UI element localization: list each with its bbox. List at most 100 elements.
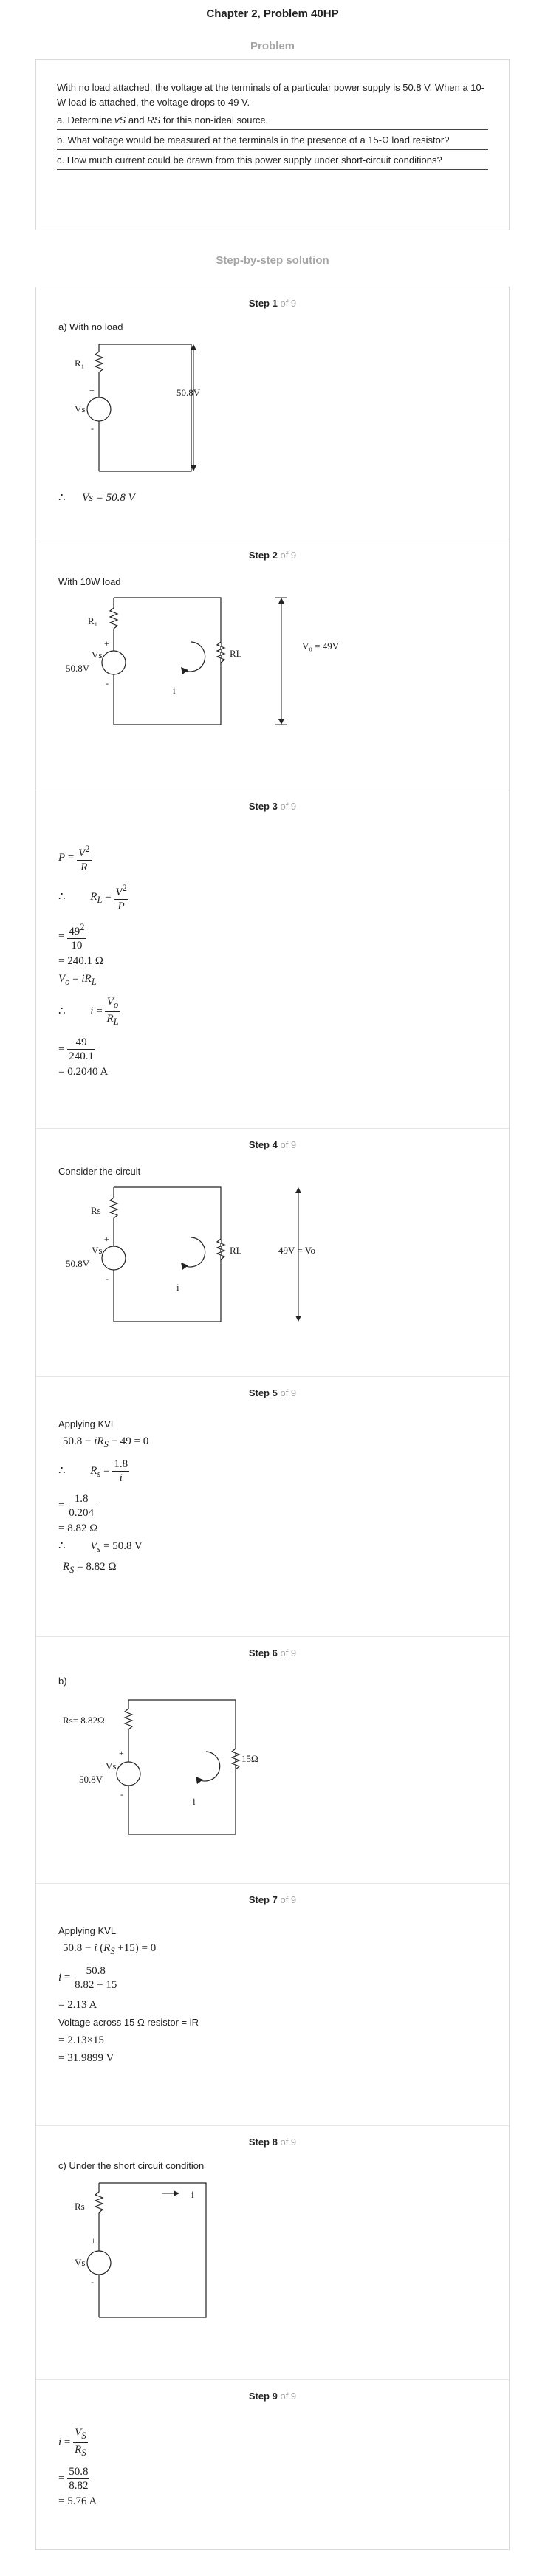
step-text: a) With no load xyxy=(58,321,123,332)
vs-value: 50.8V xyxy=(66,1258,90,1269)
step-header: Step 4 of 9 xyxy=(58,1139,487,1160)
step-of-total: of 9 xyxy=(280,801,297,812)
step-text: Applying KVL xyxy=(58,1418,117,1429)
circuit-10w-load: R₁ Vs 50.8V + - RL i V₀ = 49V xyxy=(66,597,340,725)
circuit-no-load: R₁ Vs + - 50.8V xyxy=(75,344,201,472)
step-label: Step 5 xyxy=(248,1387,278,1398)
therefore-symbol: ∴ xyxy=(58,492,66,504)
step-header: Step 2 of 9 xyxy=(58,550,487,570)
step-text: With 10W load xyxy=(58,576,121,587)
step-header: Step 1 of 9 xyxy=(58,298,487,318)
circuit-unknown-rs: Rs Vs 50.8V + - RL i 49V = Vo xyxy=(66,1186,315,1322)
eq-rl: ∴ RL = V2 P xyxy=(58,883,128,912)
step-math: P = V2 R ∴ RL = V2 P = 492 10 = 240.1 Ω Vo … xyxy=(58,842,487,1081)
eq-current-sub: = 49 240.1 xyxy=(58,1036,95,1062)
step-of-total: of 9 xyxy=(280,1387,297,1398)
vs-label: Vs xyxy=(106,1760,116,1772)
minus-sign: - xyxy=(91,423,94,434)
plus-sign: + xyxy=(104,638,109,649)
divider xyxy=(57,129,488,130)
step-math: 50.8 − iRS − 49 = 0 ∴ Rs = 1.8 i = 1.8 0.2… xyxy=(58,1432,487,1579)
step-4: Step 4 of 9 Consider the circuit Rs Vs 5… xyxy=(36,1128,509,1376)
current-label: i xyxy=(191,2189,194,2200)
part-a-and: and xyxy=(126,115,148,126)
step-text: Applying KVL xyxy=(58,1925,117,1936)
step-label: Step 3 xyxy=(248,801,278,812)
divider xyxy=(57,169,488,170)
vs-label: Vs xyxy=(75,2257,85,2268)
step-label: Step 4 xyxy=(248,1139,278,1150)
step-label: Step 9 xyxy=(248,2391,278,2402)
eq-short-value: = 5.76 A xyxy=(58,2495,97,2507)
eq-rs: ∴ Rs = 1.8 i xyxy=(58,1458,130,1484)
rs-label: Rs xyxy=(91,1205,101,1216)
step-6: Step 6 of 9 b) Rs= 8.82Ω Vs 50.8V + - 15… xyxy=(36,1636,509,1883)
current-label: i xyxy=(176,1282,179,1293)
step-label: Step 6 xyxy=(248,1647,278,1658)
page-title: Chapter 2, Problem 40HP xyxy=(206,7,339,20)
step-of-total: of 9 xyxy=(280,298,297,309)
rl-label: RL xyxy=(230,648,242,659)
step-2: Step 2 of 9 With 10W load R₁ Vs 50.8V + … xyxy=(36,539,509,790)
step-text: b) xyxy=(58,1675,67,1687)
solution-heading: Step-by-step solution xyxy=(216,254,329,267)
eq-rl-sub: = 492 10 xyxy=(58,922,86,952)
part-a: a. Determine vS and RS for this non-idea… xyxy=(57,113,488,128)
step-math: i = VS RS = 50.8 8.82 = 5.76 A xyxy=(58,2426,487,2510)
vs-label: Vs xyxy=(75,403,85,414)
step-of-total: of 9 xyxy=(280,1139,297,1150)
step-of-total: of 9 xyxy=(280,2391,297,2402)
step-header: Step 6 of 9 xyxy=(58,1647,487,1668)
step-math: 50.8 − i (RS +15) = 0 i = 50.8 8.82 + 15 … xyxy=(58,1939,487,2067)
step-of-total: of 9 xyxy=(280,1647,297,1658)
part-a-suffix: for this non-ideal source. xyxy=(160,115,269,126)
vs-label: Vs xyxy=(92,1245,102,1256)
steps-container: Step 1 of 9 a) With no load R₁ Vs + - 50… xyxy=(35,287,510,2550)
step-header: Step 8 of 9 xyxy=(58,2136,487,2157)
step-9: Step 9 of 9 i = VS RS = 50.8 8.82 = 5.76 A xyxy=(36,2379,509,2549)
rl-label: 15Ω xyxy=(241,1753,258,1764)
step-label: Step 2 xyxy=(248,550,278,561)
eq-current: i = 50.8 8.82 + 15 xyxy=(58,1965,119,1991)
part-c: c. How much current could be drawn from … xyxy=(57,154,442,165)
circuit-15-ohm: Rs= 8.82Ω Vs 50.8V + - 15Ω i xyxy=(63,1699,258,1835)
problem-statement: With no load attached, the voltage at th… xyxy=(35,59,510,230)
rs-label: Rs= 8.82Ω xyxy=(63,1715,105,1726)
step-text-2: Voltage across 15 Ω resistor = iR xyxy=(58,2017,199,2028)
eq-voltage-value: = 31.9899 V xyxy=(58,2052,114,2064)
vs-label: Vs xyxy=(92,649,102,660)
eq-kvl: 50.8 − iRS − 49 = 0 xyxy=(63,1435,149,1449)
current-label: i xyxy=(193,1796,196,1807)
step-text: Consider the circuit xyxy=(58,1166,141,1177)
step-header: Step 5 of 9 xyxy=(58,1387,487,1408)
plus-sign: + xyxy=(91,2235,96,2246)
step-label: Step 7 xyxy=(248,1894,278,1905)
eq-rl-value: = 240.1 Ω xyxy=(58,955,103,967)
step-text: c) Under the short circuit condition xyxy=(58,2160,205,2171)
voltage-label: 50.8V xyxy=(176,387,201,398)
eq-rs-sub: = 1.8 0.204 xyxy=(58,1493,95,1519)
part-a-prefix: a. Determine xyxy=(57,115,115,126)
step-of-total: of 9 xyxy=(280,550,297,561)
part-b: b. What voltage would be measured at the… xyxy=(57,134,450,146)
eq-voltage-sub: = 2.13×15 xyxy=(58,2035,104,2046)
step-label: Step 8 xyxy=(248,2136,278,2148)
step-7: Step 7 of 9 Applying KVL 50.8 − i (RS +1… xyxy=(36,1883,509,2125)
eq-rs-value: = 8.82 Ω xyxy=(58,1523,98,1534)
plus-sign: + xyxy=(104,1234,109,1244)
eq-current-value: = 2.13 A xyxy=(58,1999,97,2011)
vs-value: 50.8V xyxy=(66,663,90,674)
r1-label: R₁ xyxy=(88,615,97,626)
r1-label: R₁ xyxy=(75,358,84,369)
step-header: Step 7 of 9 xyxy=(58,1894,487,1915)
step-1: Step 1 of 9 a) With no load R₁ Vs + - 50… xyxy=(36,287,509,539)
step-header: Step 3 of 9 xyxy=(58,801,487,821)
eq-power: P = V2 R xyxy=(58,844,92,873)
vs-value: 50.8V xyxy=(79,1774,103,1785)
eq-kvl: 50.8 − i (RS +15) = 0 xyxy=(63,1942,157,1956)
problem-text: With no load attached, the voltage at th… xyxy=(57,82,485,108)
eq-ohms: Vo = iRL xyxy=(58,973,97,987)
plus-sign: + xyxy=(89,385,95,395)
eq-short-current: i = VS RS xyxy=(58,2427,88,2458)
